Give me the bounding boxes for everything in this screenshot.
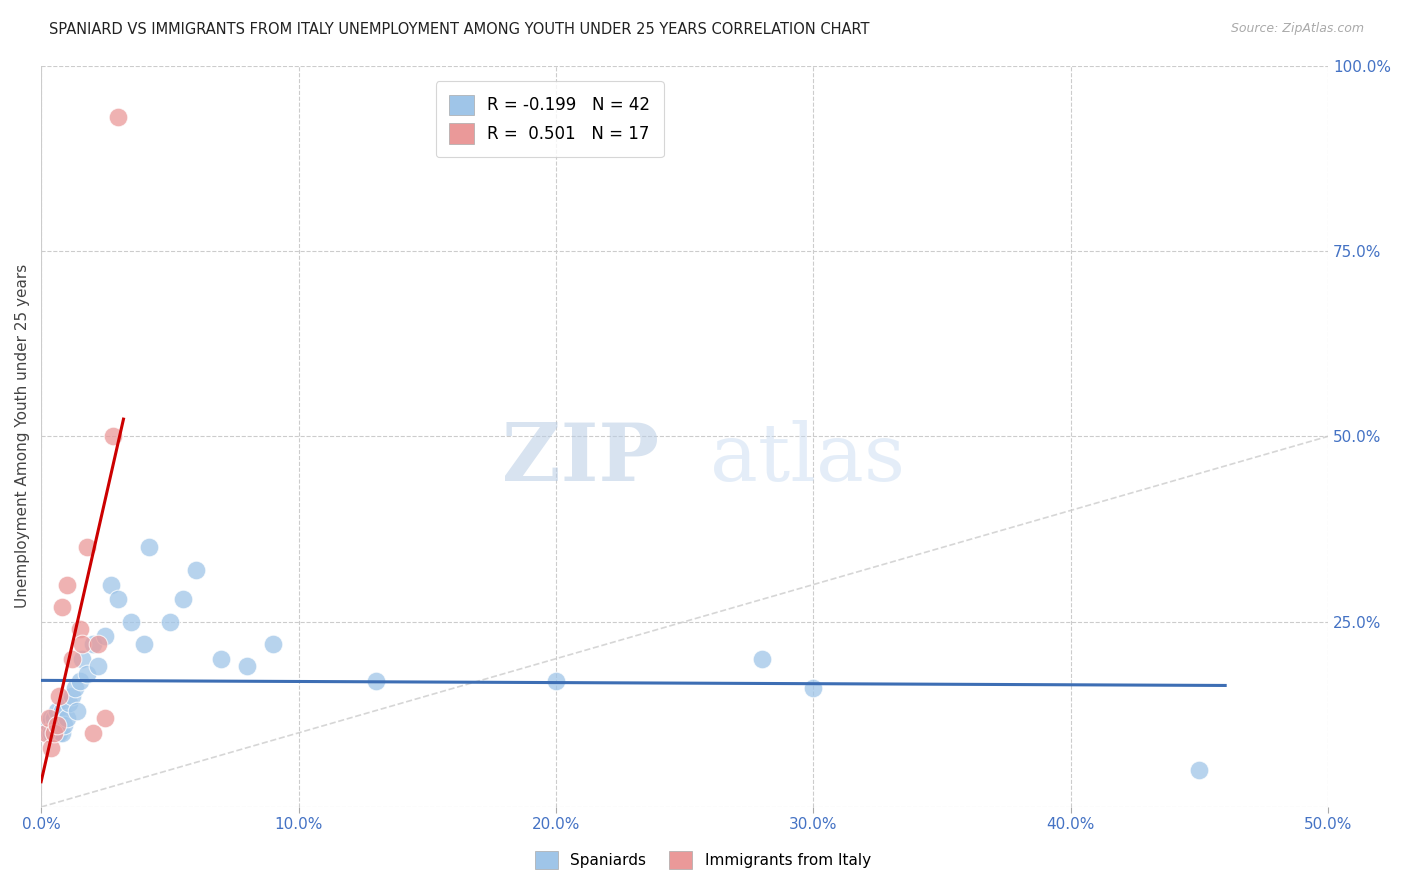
- Point: [94, 711, 117, 725]
- Point: [262, 637, 284, 651]
- Point: [236, 659, 259, 673]
- Point: [364, 673, 387, 688]
- Point: [76, 666, 98, 681]
- Point: [42, 718, 65, 732]
- Point: [69, 673, 91, 688]
- Point: [751, 651, 773, 665]
- Point: [94, 630, 117, 644]
- Text: SPANIARD VS IMMIGRANTS FROM ITALY UNEMPLOYMENT AMONG YOUTH UNDER 25 YEARS CORREL: SPANIARD VS IMMIGRANTS FROM ITALY UNEMPL…: [49, 22, 870, 37]
- Point: [48, 726, 70, 740]
- Point: [87, 637, 110, 651]
- Point: [35, 726, 58, 740]
- Point: [38, 718, 60, 732]
- Point: [107, 592, 129, 607]
- Text: atlas: atlas: [710, 419, 905, 498]
- Point: [42, 711, 65, 725]
- Point: [120, 615, 142, 629]
- Point: [66, 704, 89, 718]
- Point: [51, 599, 73, 614]
- Y-axis label: Unemployment Among Youth under 25 years: Unemployment Among Youth under 25 years: [15, 264, 30, 608]
- Point: [544, 673, 567, 688]
- Point: [172, 592, 194, 607]
- Point: [76, 541, 98, 555]
- Point: [38, 711, 60, 725]
- Point: [69, 622, 91, 636]
- Point: [138, 541, 160, 555]
- Point: [82, 637, 104, 651]
- Point: [53, 718, 76, 732]
- Point: [56, 711, 79, 725]
- Legend: Spaniards, Immigrants from Italy: Spaniards, Immigrants from Italy: [529, 845, 877, 875]
- Point: [51, 704, 73, 718]
- Legend: R = -0.199   N = 42, R =  0.501   N = 17: R = -0.199 N = 42, R = 0.501 N = 17: [436, 81, 664, 157]
- Point: [45, 718, 67, 732]
- Point: [48, 718, 70, 732]
- Point: [45, 704, 67, 718]
- Point: [41, 740, 63, 755]
- Point: [42, 726, 65, 740]
- Point: [51, 726, 73, 740]
- Point: [45, 726, 67, 740]
- Point: [103, 429, 125, 443]
- Point: [35, 726, 58, 740]
- Point: [801, 681, 824, 696]
- Point: [184, 563, 207, 577]
- Point: [48, 689, 70, 703]
- Point: [72, 637, 94, 651]
- Point: [60, 651, 83, 665]
- Point: [60, 689, 83, 703]
- Point: [159, 615, 181, 629]
- Point: [58, 696, 80, 710]
- Point: [132, 637, 155, 651]
- Point: [100, 577, 122, 591]
- Point: [41, 726, 63, 740]
- Point: [38, 726, 60, 740]
- Point: [42, 726, 65, 740]
- Point: [1188, 763, 1211, 777]
- Text: ZIP: ZIP: [502, 419, 659, 498]
- Point: [87, 659, 110, 673]
- Point: [107, 111, 129, 125]
- Point: [82, 726, 104, 740]
- Point: [72, 651, 94, 665]
- Point: [41, 711, 63, 725]
- Text: Source: ZipAtlas.com: Source: ZipAtlas.com: [1230, 22, 1364, 36]
- Point: [63, 681, 86, 696]
- Point: [209, 651, 232, 665]
- Point: [56, 577, 79, 591]
